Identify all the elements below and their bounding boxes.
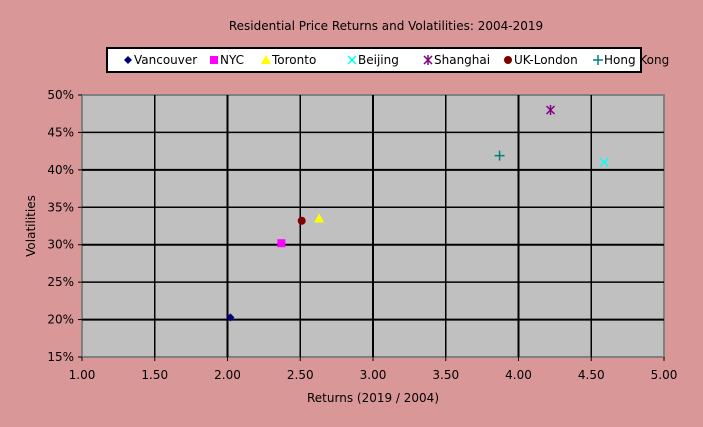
- x-tick-label: 3.00: [360, 368, 387, 382]
- legend-marker-shanghai: [423, 55, 433, 65]
- legend-label: Hong Kong: [604, 53, 669, 67]
- data-points: [226, 104, 609, 322]
- y-tick-label: 50%: [47, 88, 74, 102]
- y-axis-ticks: 15% 20% 25% 30% 35% 40% 45% 50%: [47, 88, 82, 364]
- legend-box: [106, 47, 642, 73]
- legend-marker-hong-kong: [593, 55, 603, 65]
- y-axis-label: Volatilities: [24, 195, 38, 257]
- x-tick-label: 3.50: [432, 368, 459, 382]
- y-tick-label: 35%: [47, 200, 74, 214]
- x-tick-label: 2.00: [214, 368, 241, 382]
- y-tick-label: 40%: [47, 163, 74, 177]
- data-point-uk-london: [297, 216, 306, 225]
- chart-title: Residential Price Returns and Volatiliti…: [229, 19, 543, 33]
- x-tick-label: 4.00: [505, 368, 532, 382]
- legend: Vancouver NYC Toronto Beijing Shanghai UK-Lon…: [124, 53, 669, 67]
- data-point-shanghai: [545, 104, 556, 115]
- legend-label: Vancouver: [134, 53, 197, 67]
- x-tick-label: 2.50: [287, 368, 314, 382]
- x-axis-label: Returns (2019 / 2004): [307, 391, 439, 405]
- x-tick-label: 5.00: [651, 368, 678, 382]
- y-tick-label: 45%: [47, 125, 74, 139]
- legend-label: UK-London: [514, 53, 578, 67]
- y-tick-label: 20%: [47, 313, 74, 327]
- gridlines: [82, 95, 664, 357]
- legend-marker-nyc: [210, 56, 218, 64]
- x-tick-label: 1.00: [69, 368, 96, 382]
- x-tick-label: 4.50: [578, 368, 605, 382]
- y-tick-label: 30%: [47, 238, 74, 252]
- legend-label: Toronto: [271, 53, 316, 67]
- legend-label: NYC: [220, 53, 244, 67]
- x-tick-label: 1.50: [141, 368, 168, 382]
- legend-label: Beijing: [358, 53, 399, 67]
- data-point-toronto: [314, 213, 325, 223]
- legend-marker-beijing: [347, 55, 357, 65]
- marker-stroke: [347, 55, 357, 65]
- y-tick-label: 15%: [47, 350, 74, 364]
- legend-marker-vancouver: [124, 56, 132, 64]
- legend-marker-uk-london: [504, 56, 512, 64]
- data-point-beijing: [599, 157, 609, 167]
- data-point-hong-kong: [494, 150, 505, 161]
- y-tick-label: 25%: [47, 275, 74, 289]
- legend-marker-toronto: [261, 55, 271, 64]
- marker-stroke: [599, 157, 609, 167]
- x-axis-ticks: 1.00 1.50 2.00 2.50 3.00 3.50 4.00 4.50 5.00: [69, 357, 678, 382]
- data-point-nyc: [277, 239, 286, 248]
- legend-label: Shanghai: [434, 53, 490, 67]
- data-point-vancouver: [226, 313, 235, 322]
